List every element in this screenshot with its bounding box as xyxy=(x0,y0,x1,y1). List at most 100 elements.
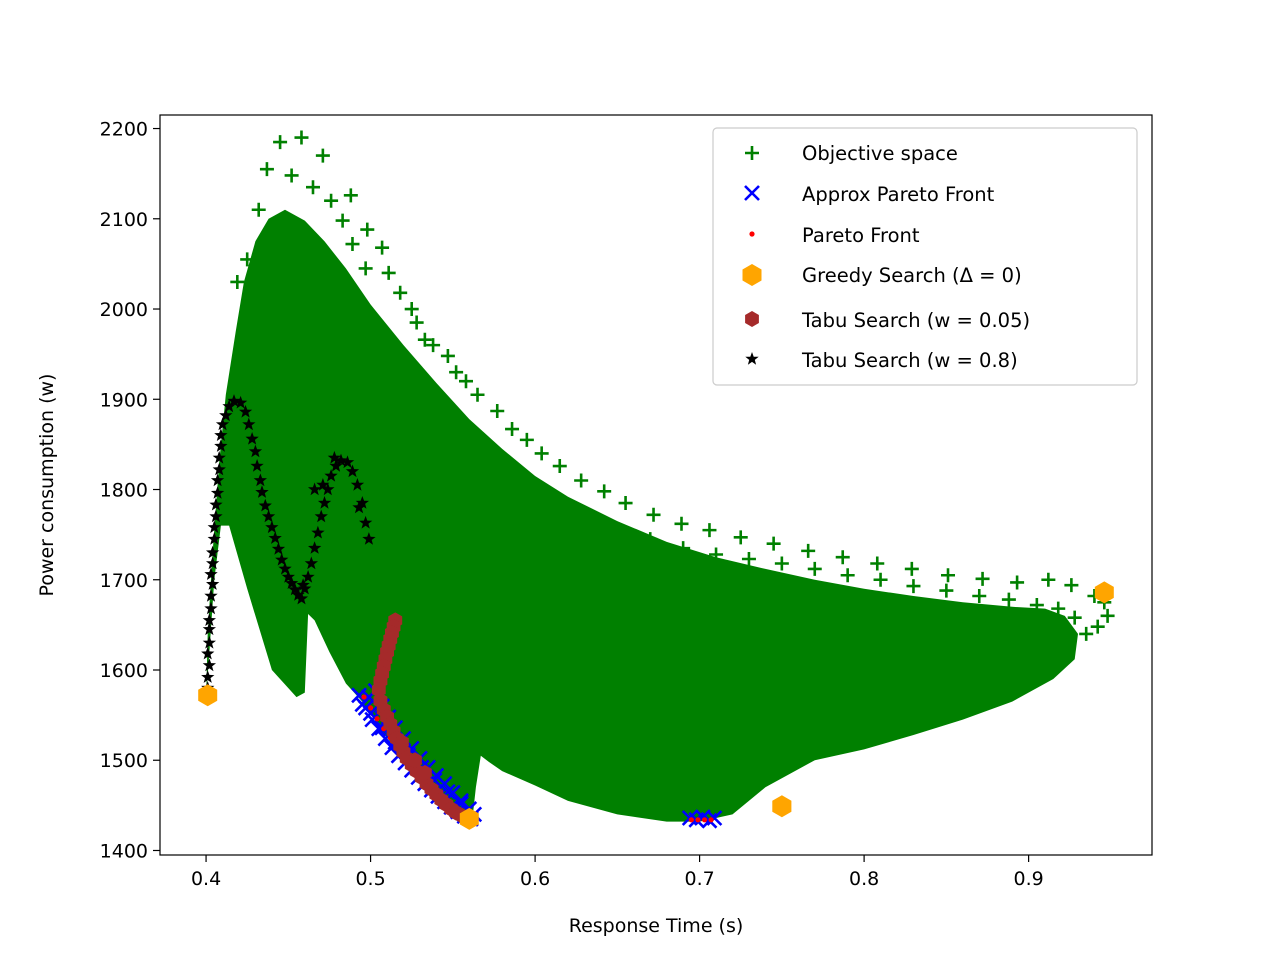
objective-point-4 xyxy=(284,168,299,183)
tabu8-point-24 xyxy=(215,417,230,431)
objective-point-2 xyxy=(315,148,330,163)
tabu8-point-42 xyxy=(278,561,292,575)
greedy-point-1 xyxy=(459,807,479,830)
tabu8-point-10 xyxy=(206,577,220,590)
tabu05-point-35 xyxy=(417,764,432,781)
legend-markers xyxy=(742,146,762,365)
objective-point-48 xyxy=(1090,619,1105,634)
tabu8-point-35 xyxy=(255,485,269,498)
legend-box xyxy=(712,127,1138,386)
tabu8-point-41 xyxy=(275,552,289,566)
legend-marker-tabu05 xyxy=(745,311,759,327)
objective-point-36 xyxy=(801,543,816,558)
objective-point-17 xyxy=(417,332,432,347)
tabu8-point-26 xyxy=(222,399,236,413)
y-tick-label-2: 1600 xyxy=(100,660,148,682)
tabu8-point-18 xyxy=(210,486,225,499)
pareto-point-20 xyxy=(708,817,714,823)
approx-point-46 xyxy=(706,810,723,826)
tabu8-point-57 xyxy=(329,459,343,472)
objective-point-77 xyxy=(268,225,283,240)
tabu8-point-8 xyxy=(204,601,218,615)
y-axis-ticks: 1400 1500 1600 1700 1800 1900 2000 2100 2200 xyxy=(100,119,160,862)
tabu8-point-29 xyxy=(238,404,253,418)
legend-label-objective: Objective space xyxy=(802,142,958,165)
x-tick-label-3: 0.7 xyxy=(684,868,714,890)
tabu8-point-46 xyxy=(291,588,305,601)
y-tick-label-1: 1500 xyxy=(100,750,148,772)
tabu05-point-34 xyxy=(408,752,422,769)
tabu8-point-65 xyxy=(352,500,366,514)
objective-point-22 xyxy=(470,387,485,402)
legend-marker-greedy xyxy=(742,264,762,286)
objective-point-3 xyxy=(259,162,274,177)
objective-point-27 xyxy=(552,459,567,474)
objective-point-58 xyxy=(840,568,855,583)
objective-point-14 xyxy=(393,285,408,300)
tabu8-point-22 xyxy=(214,439,228,452)
tabu8-point-63 xyxy=(359,515,373,529)
tabu8-point-53 xyxy=(314,509,328,523)
objective-point-60 xyxy=(774,556,789,571)
tabu8-point-28 xyxy=(234,395,248,409)
objective-point-12 xyxy=(358,261,373,276)
tabu8-point-19 xyxy=(210,473,225,487)
pareto-point-0 xyxy=(361,694,367,700)
x-axis-ticks: 0.4 0.5 0.6 0.7 0.8 0.9 xyxy=(191,855,1044,890)
objective-point-1 xyxy=(294,130,309,145)
objective-point-29 xyxy=(597,484,612,499)
tabu8-point-13 xyxy=(206,545,220,559)
tabu8-point-31 xyxy=(245,432,259,445)
objective-point-44 xyxy=(1064,578,1079,593)
objective-point-76 xyxy=(289,256,304,271)
tabu8-point-2 xyxy=(201,670,215,683)
tabu8-point-52 xyxy=(311,525,325,539)
objective-point-37 xyxy=(835,550,850,565)
tabu8-point-68 xyxy=(308,482,322,496)
tabu8-point-49 xyxy=(301,570,315,583)
greedy-point-2 xyxy=(772,795,792,818)
objective-point-25 xyxy=(519,432,534,447)
objective-point-71 xyxy=(412,419,427,434)
objective-space-cloud xyxy=(206,209,1079,822)
objective-point-20 xyxy=(449,365,464,380)
tabu8-point-12 xyxy=(206,556,220,570)
tabu8-point-69 xyxy=(296,578,310,591)
objective-point-38 xyxy=(870,556,885,571)
x-tick-label-0: 0.4 xyxy=(191,868,221,890)
tabu8-point-16 xyxy=(209,509,223,523)
objective-point-42 xyxy=(1010,575,1025,590)
objective-point-7 xyxy=(343,188,358,203)
objective-point-62 xyxy=(709,547,724,562)
objective-point-8 xyxy=(335,213,350,228)
tabu8-point-58 xyxy=(334,453,348,467)
y-tick-label-0: 1400 xyxy=(100,840,148,862)
objective-point-59 xyxy=(807,561,822,576)
objective-point-64 xyxy=(643,532,658,547)
objective-point-9 xyxy=(360,222,375,237)
objective-point-0 xyxy=(273,135,288,150)
objective-point-70 xyxy=(445,450,460,465)
objective-point-78 xyxy=(251,202,266,217)
tabu-search-005-series xyxy=(371,612,477,828)
x-tick-label-2: 0.6 xyxy=(520,868,550,890)
tabu-search-08-series xyxy=(201,394,376,701)
objective-point-15 xyxy=(404,302,419,317)
y-axis-label: Power consumption (w) xyxy=(36,374,58,597)
x-tick-label-4: 0.8 xyxy=(849,868,879,890)
tabu8-point-7 xyxy=(202,613,216,626)
tabu8-point-45 xyxy=(288,582,302,596)
legend-marker-objective xyxy=(745,146,759,160)
objective-point-16 xyxy=(409,315,424,330)
tabu8-point-33 xyxy=(250,459,264,472)
objective-point-80 xyxy=(230,274,245,289)
objective-point-39 xyxy=(904,561,919,576)
tabu8-point-11 xyxy=(204,567,218,580)
objective-point-69 xyxy=(478,473,493,488)
objective-point-30 xyxy=(618,496,633,511)
pareto-point-2 xyxy=(374,716,380,722)
tabu8-point-44 xyxy=(285,576,299,589)
objective-point-11 xyxy=(375,240,390,255)
tabu8-point-17 xyxy=(209,497,223,511)
y-tick-label-5: 1900 xyxy=(100,389,148,411)
